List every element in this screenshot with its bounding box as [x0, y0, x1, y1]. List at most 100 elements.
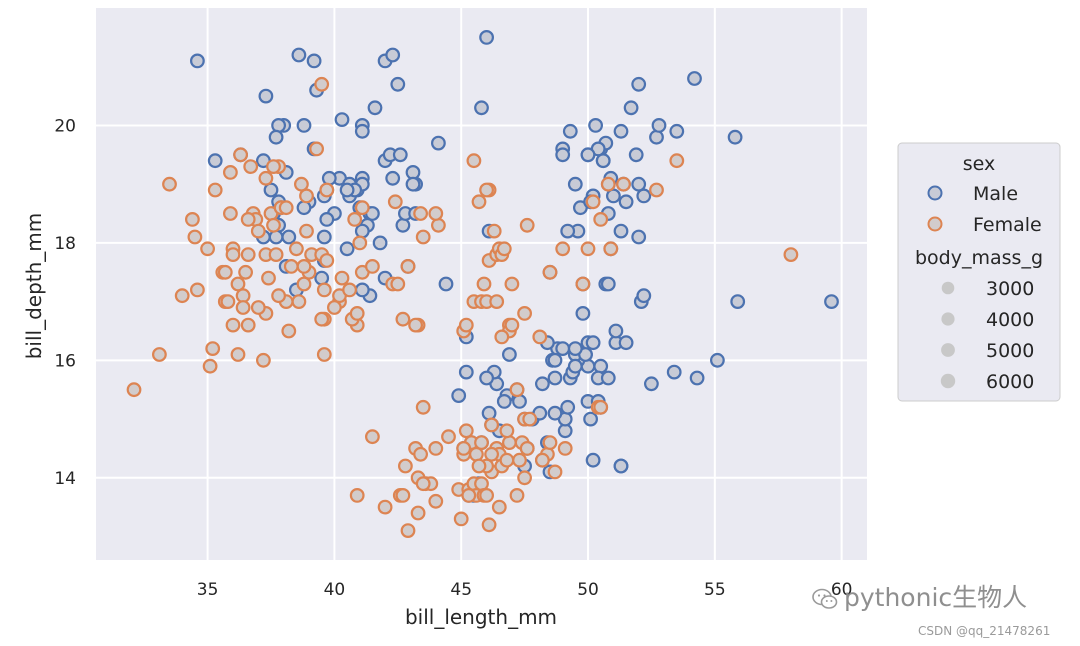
- point-male: [567, 341, 583, 357]
- point-male: [606, 188, 621, 204]
- y-tick-label: 18: [54, 234, 76, 254]
- point-female: [400, 259, 416, 274]
- point-female: [271, 288, 287, 304]
- point-female: [281, 323, 297, 339]
- point-male: [727, 129, 743, 145]
- point-female: [189, 282, 205, 298]
- point-female: [474, 435, 489, 451]
- x-tick-label: 45: [450, 580, 472, 600]
- point-male: [636, 188, 652, 204]
- point-male: [687, 71, 702, 86]
- tick-labels: 35 40 45 50 55 60 14 16 18 20: [54, 116, 852, 600]
- wechat-icon: [812, 588, 838, 609]
- point-male: [321, 170, 337, 186]
- point-female: [484, 417, 500, 433]
- legend-hue-title: sex: [963, 153, 996, 175]
- point-female: [504, 317, 520, 333]
- point-female: [240, 211, 256, 227]
- point-female: [184, 211, 200, 227]
- legend-size-marker-3000: [941, 281, 955, 295]
- point-female: [205, 341, 221, 357]
- point-female: [496, 241, 512, 257]
- legend-label-female: Female: [973, 214, 1042, 236]
- legend-marker-female: [927, 216, 943, 232]
- point-female: [256, 352, 271, 368]
- point-female: [222, 206, 238, 221]
- point-male: [567, 358, 583, 374]
- point-female: [365, 429, 380, 445]
- point-female: [250, 300, 266, 315]
- point-female: [354, 200, 370, 216]
- point-female: [230, 347, 246, 362]
- point-male: [263, 182, 279, 198]
- point-male: [669, 123, 685, 139]
- point-male: [575, 306, 591, 321]
- point-male: [458, 364, 474, 380]
- x-tick-label: 50: [577, 580, 599, 600]
- y-axis-label: bill_depth_mm: [22, 213, 46, 360]
- point-female: [509, 382, 525, 398]
- point-female: [519, 441, 535, 456]
- point-female: [499, 423, 515, 439]
- point-female: [415, 229, 431, 245]
- point-male: [547, 405, 563, 421]
- point-male: [306, 53, 322, 69]
- point-female: [235, 300, 251, 315]
- point-female: [187, 229, 203, 245]
- point-female: [410, 505, 426, 521]
- point-female: [395, 488, 411, 503]
- point-female: [316, 282, 332, 298]
- point-male: [438, 276, 454, 292]
- point-female: [217, 264, 233, 280]
- point-female: [535, 452, 550, 468]
- data-points: [126, 30, 839, 538]
- point-female: [512, 452, 527, 468]
- legend: sex Male Female body_mass_g 3000 4000 50…: [897, 142, 1061, 402]
- point-female: [593, 399, 609, 415]
- point-female: [649, 182, 664, 198]
- point-female: [532, 329, 548, 345]
- point-female: [441, 429, 456, 445]
- point-female: [476, 276, 492, 292]
- legend-marker-male: [927, 185, 943, 201]
- point-female: [502, 435, 517, 451]
- point-female: [220, 294, 236, 310]
- point-male: [268, 229, 284, 245]
- watermark-text: pythonic生物人: [844, 583, 1028, 612]
- point-female: [413, 206, 429, 221]
- point-female: [600, 176, 616, 192]
- point-female: [428, 493, 444, 509]
- point-male: [588, 117, 603, 133]
- point-male: [618, 194, 634, 210]
- point-male: [560, 223, 576, 239]
- legend-size-marker-5000: [941, 343, 955, 357]
- point-female: [580, 241, 596, 257]
- point-female: [555, 241, 571, 257]
- point-male: [372, 235, 388, 251]
- x-tick-label: 35: [197, 580, 219, 600]
- point-female: [291, 294, 307, 310]
- point-male: [644, 376, 659, 392]
- legend-size-marker-4000: [941, 312, 955, 326]
- point-female: [243, 159, 259, 175]
- point-female: [471, 194, 487, 210]
- point-male: [631, 229, 647, 245]
- point-female: [202, 358, 218, 374]
- point-female: [327, 300, 342, 315]
- point-male: [367, 100, 383, 116]
- point-female: [456, 441, 472, 456]
- point-female: [461, 488, 477, 503]
- point-female: [151, 347, 167, 362]
- point-female: [377, 499, 393, 515]
- point-female: [395, 311, 411, 327]
- point-female: [387, 194, 403, 210]
- point-male: [431, 135, 446, 151]
- point-male: [268, 129, 284, 145]
- point-female: [230, 276, 246, 292]
- point-female: [428, 206, 444, 221]
- point-male: [562, 123, 578, 139]
- point-female: [471, 458, 487, 474]
- point-male: [613, 223, 629, 239]
- point-male: [623, 100, 639, 116]
- point-male: [385, 47, 401, 63]
